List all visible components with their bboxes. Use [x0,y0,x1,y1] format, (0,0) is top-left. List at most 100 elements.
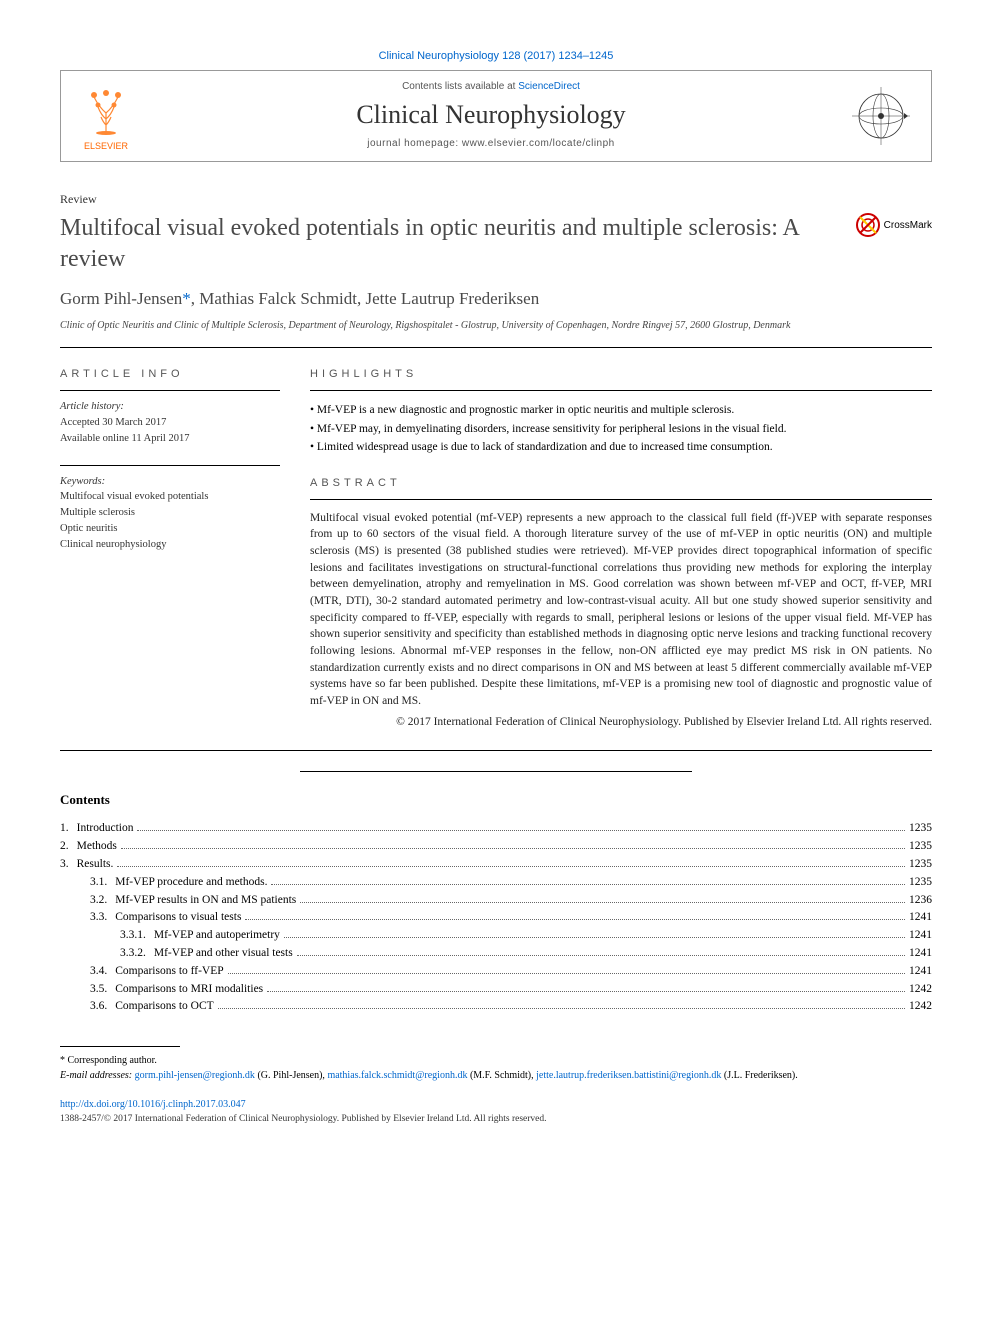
author-names-rest: , Mathias Falck Schmidt, Jette Lautrup F… [191,289,539,308]
email-link[interactable]: mathias.falck.schmidt@regionh.dk [327,1070,467,1081]
toc-page: 1235 [909,820,932,838]
email-label: E-mail addresses: [60,1070,132,1081]
toc-dots [218,1008,905,1009]
toc-row[interactable]: 3.6. Comparisons to OCT 1242 [60,998,932,1016]
toc-dots [271,884,905,885]
divider [60,750,932,751]
affiliation: Clinic of Optic Neuritis and Clinic of M… [60,319,932,333]
toc-row[interactable]: 1. Introduction 1235 [60,820,932,838]
toc-page: 1241 [909,963,932,981]
toc-dots [300,902,905,903]
accepted-date: Accepted 30 March 2017 [60,415,280,431]
crossmark-label: CrossMark [884,220,932,231]
toc-number: 3.4. [90,963,107,981]
toc-number: 3.5. [90,981,107,999]
toc-label: Comparisons to visual tests [115,909,241,927]
crossmark-icon [856,213,880,237]
toc-row[interactable]: 3.3.1.Mf-VEP and autoperimetry1241 [60,927,932,945]
toc-label: Mf-VEP and other visual tests [154,945,293,963]
keyword: Multiple sclerosis [60,505,280,521]
toc-dots [137,830,905,831]
footer-section: * Corresponding author. E-mail addresses… [60,1046,932,1126]
toc-row[interactable]: 3.2. Mf-VEP results in ON and MS patients… [60,892,932,910]
toc-page: 1235 [909,874,932,892]
elsevier-tree-icon [84,85,129,135]
toc-label: Introduction [77,820,134,838]
toc-page: 1235 [909,838,932,856]
toc-label: Comparisons to ff-VEP [115,963,223,981]
highlight-item: Mf-VEP may, in demyelinating disorders, … [310,420,932,438]
toc-label: Methods [77,838,117,856]
history-label: Article history: [60,399,280,415]
toc-number: 3.1. [90,874,107,892]
toc-label: Comparisons to OCT [115,998,213,1016]
toc-row[interactable]: 3.3.2. Mf-VEP and other visual tests 1241 [60,945,932,963]
toc-page: 1235 [909,856,932,874]
toc-label: Comparisons to MRI modalities [115,981,263,999]
author-name: Gorm Pihl-Jensen [60,289,182,308]
doi-link[interactable]: http://dx.doi.org/10.1016/j.clinph.2017.… [60,1099,246,1110]
journal-name: Clinical Neurophysiology [151,100,831,130]
abstract-head: ABSTRACT [310,477,932,489]
toc-number: 3.3.2. [120,945,146,963]
toc-row[interactable]: 3.3. Comparisons to visual tests 1241 [60,909,932,927]
email-link[interactable]: jette.lautrup.frederiksen.battistini@reg… [536,1070,721,1081]
toc-row[interactable]: 3.1. Mf-VEP procedure and methods. 1235 [60,874,932,892]
journal-homepage-line: journal homepage: www.elsevier.com/locat… [151,138,831,149]
contents-prefix: Contents lists available at [402,81,518,92]
toc-dots [117,866,905,867]
issn-copyright: 1388-2457/© 2017 International Federatio… [60,1112,932,1126]
footer-divider [60,1046,180,1047]
toc-dots [284,937,905,938]
toc-number: 2. [60,838,69,856]
toc-dots [228,973,905,974]
online-date: Available online 11 April 2017 [60,431,280,447]
toc-page: 1242 [909,998,932,1016]
toc-row[interactable]: 3.5. Comparisons to MRI modalities 1242 [60,981,932,999]
toc-number: 3.3.1. [120,927,146,945]
toc-dots [121,848,905,849]
toc-page: 1241 [909,945,932,963]
toc-page: 1236 [909,892,932,910]
toc-number: 3.6. [90,998,107,1016]
citation-header: Clinical Neurophysiology 128 (2017) 1234… [60,50,932,62]
homepage-url[interactable]: www.elsevier.com/locate/clinph [462,138,615,149]
toc-number: 3.3. [90,909,107,927]
toc-number: 3. [60,856,69,874]
homepage-prefix: journal homepage: [367,138,462,149]
corresponding-author-note: * Corresponding author. [60,1053,932,1068]
keyword: Multifocal visual evoked potentials [60,489,280,505]
toc-number: 3.2. [90,892,107,910]
contents-section: Contents 1. Introduction 1235 2. Methods 1235… [60,792,932,1016]
keyword: Optic neuritis [60,521,280,537]
journal-masthead: ELSEVIER Contents lists available at Sci… [60,70,932,162]
publisher-logo-box: ELSEVIER [61,71,151,161]
highlights-list: Mf-VEP is a new diagnostic and prognosti… [310,391,932,476]
toc-page: 1241 [909,927,932,945]
email-addresses-line: E-mail addresses: gorm.pihl-jensen@regio… [60,1068,932,1083]
crossmark-badge[interactable]: CrossMark [856,213,932,237]
toc-label: Mf-VEP results in ON and MS patients [115,892,296,910]
email-link[interactable]: gorm.pihl-jensen@regionh.dk [135,1070,255,1081]
toc-label: Mf-VEP procedure and methods. [115,874,267,892]
toc-number: 1. [60,820,69,838]
toc-label: Results. [77,856,114,874]
toc-row[interactable]: 3. Results. 1235 [60,856,932,874]
toc-page: 1242 [909,981,932,999]
toc-row[interactable]: 2. Methods 1235 [60,838,932,856]
publisher-label: ELSEVIER [84,141,129,151]
keywords-label: Keywords: [60,474,280,490]
highlight-item: Mf-VEP is a new diagnostic and prognosti… [310,401,932,419]
contents-title: Contents [60,792,932,808]
toc-page: 1241 [909,909,932,927]
abstract-body: Multifocal visual evoked potential (mf-V… [310,500,932,731]
article-info-head: ARTICLE INFO [60,368,280,380]
article-title: Multifocal visual evoked potentials in o… [60,213,856,275]
journal-cover-box [831,71,931,161]
highlights-head: HIGHLIGHTS [310,368,932,380]
toc-row[interactable]: 3.4. Comparisons to ff-VEP 1241 [60,963,932,981]
article-type: Review [60,192,932,207]
keyword: Clinical neurophysiology [60,537,280,553]
authors-line: Gorm Pihl-Jensen*, Mathias Falck Schmidt… [60,289,932,309]
sciencedirect-link[interactable]: ScienceDirect [518,81,580,92]
